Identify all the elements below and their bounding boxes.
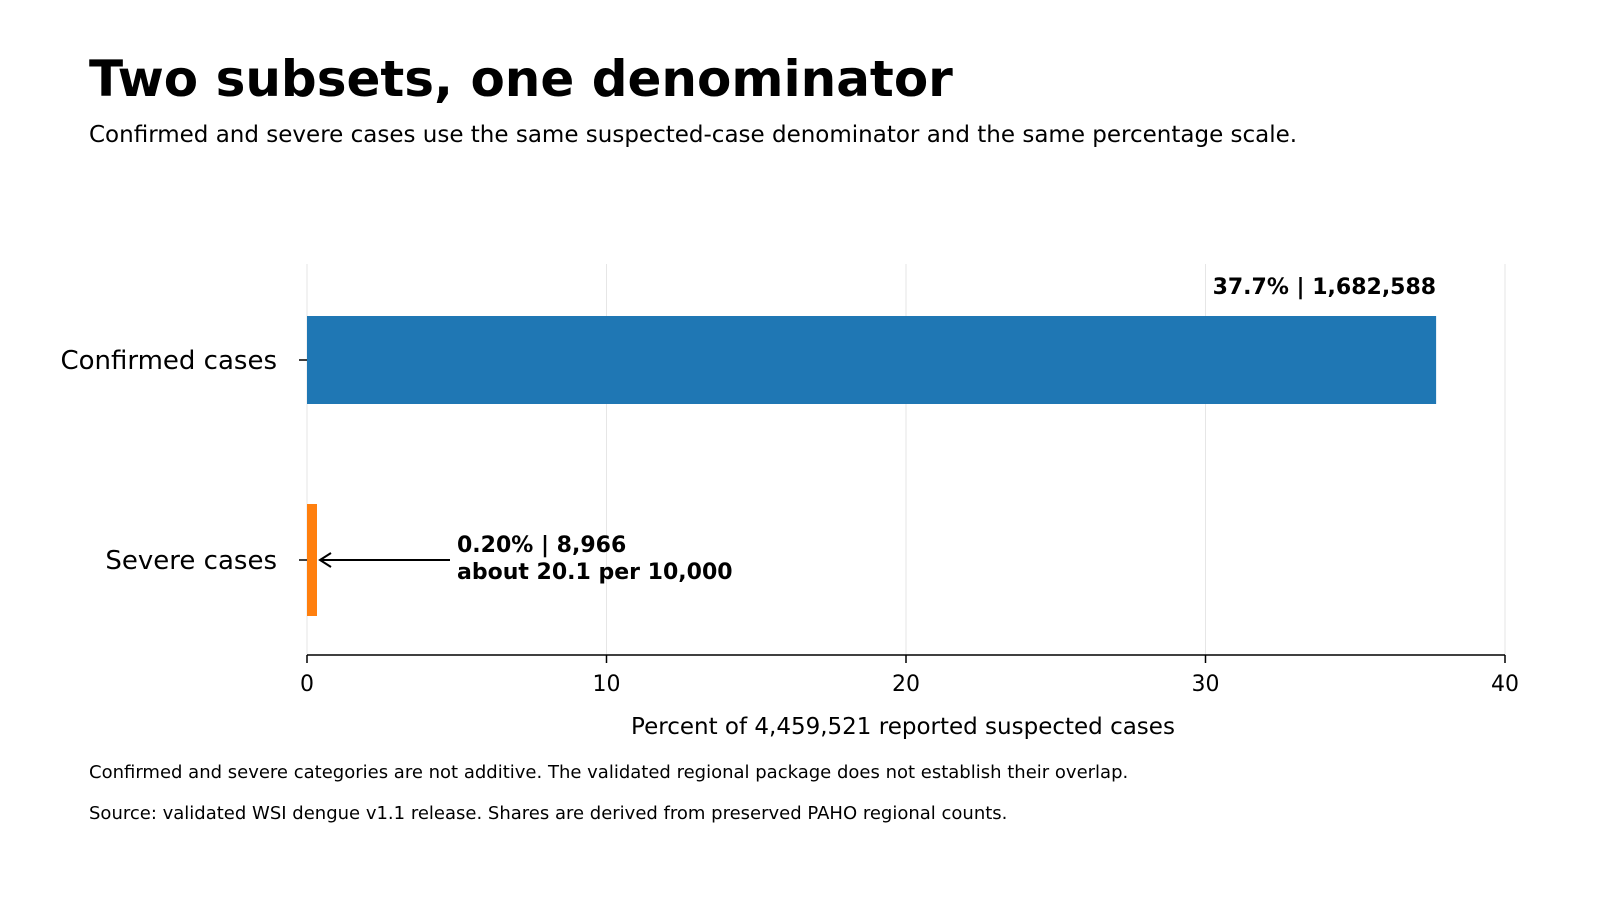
x-tick-label-20: 20	[892, 672, 920, 697]
x-tick-label-30: 30	[1192, 672, 1220, 697]
data-label-severe-line1: 0.20% | 8,966	[457, 533, 626, 558]
x-tick-label-40: 40	[1491, 672, 1519, 697]
x-axis-label: Percent of 4,459,521 reported suspected …	[631, 714, 1175, 740]
x-tick-label-10: 10	[593, 672, 621, 697]
x-tick-label-0: 0	[300, 672, 314, 697]
footnote-source: Source: validated WSI dengue v1.1 releas…	[89, 803, 1007, 824]
bar-confirmed-cases	[307, 316, 1437, 404]
chart-title: Two subsets, one denominator	[89, 50, 953, 108]
x-axis: 0 10 20 30 40	[300, 654, 1519, 697]
chart-subtitle: Confirmed and severe cases use the same …	[89, 122, 1297, 148]
footnote-overlap: Confirmed and severe categories are not …	[89, 762, 1128, 783]
data-label-severe-line2: about 20.1 per 10,000	[457, 560, 733, 585]
y-tick-label-confirmed-cases: Confirmed cases	[60, 346, 277, 376]
y-tick-label-severe-cases: Severe cases	[105, 546, 277, 576]
bars	[307, 316, 1437, 616]
y-axis: Confirmed cases Severe cases	[60, 346, 307, 576]
arrow-head	[318, 552, 332, 568]
bar-severe-cases	[307, 504, 317, 616]
data-label-confirmed: 37.7% | 1,682,588	[1213, 275, 1437, 300]
